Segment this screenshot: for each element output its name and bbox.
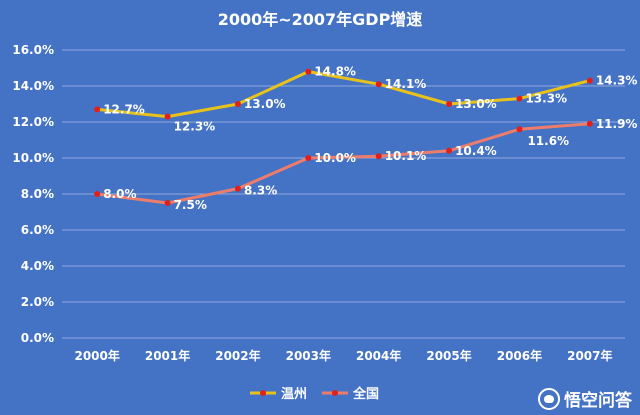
data-point [94, 191, 101, 197]
data-point [305, 155, 312, 161]
data-label: 8.3% [244, 184, 277, 198]
data-point [586, 120, 593, 127]
data-point [305, 68, 312, 75]
y-tick-label: 16.0% [12, 43, 54, 57]
data-label: 8.0% [103, 187, 136, 201]
data-label: 10.1% [385, 149, 427, 163]
x-tick-label: 2001年 [145, 348, 190, 363]
data-label: 13.0% [455, 97, 497, 111]
data-label: 12.7% [103, 102, 145, 116]
data-label: 11.9% [596, 117, 638, 131]
data-point [94, 106, 101, 113]
data-label: 12.3% [174, 120, 216, 134]
y-tick-label: 0.0% [21, 331, 54, 345]
data-point [234, 101, 241, 107]
data-point [234, 185, 241, 192]
watermark: 悟空问答 [538, 386, 632, 411]
y-tick-label: 4.0% [21, 259, 54, 273]
legend-marker [260, 390, 266, 396]
data-label: 14.8% [314, 65, 356, 79]
y-tick-label: 2.0% [21, 295, 54, 309]
y-tick-label: 14.0% [12, 79, 54, 93]
wukong-logo-icon [538, 387, 560, 410]
y-tick-label: 8.0% [21, 187, 54, 201]
data-point [446, 101, 453, 107]
data-point [586, 77, 593, 84]
series-line-1 [96, 122, 590, 205]
legend-label: 全国 [352, 386, 379, 402]
x-tick-label: 2005年 [426, 348, 471, 363]
data-label: 13.0% [244, 97, 286, 111]
x-tick-label: 2000年 [74, 348, 119, 363]
data-point [446, 147, 453, 154]
data-point [375, 153, 382, 160]
data-label: 14.1% [385, 77, 427, 91]
data-label: 14.3% [596, 74, 638, 88]
data-label: 13.3% [525, 92, 567, 106]
legend-label: 温州 [281, 387, 307, 402]
x-tick-label: 2006年 [497, 348, 542, 363]
y-tick-label: 10.0% [12, 151, 54, 165]
data-point [375, 81, 382, 88]
x-tick-label: 2004年 [356, 348, 401, 363]
chart-title: 2000年~2007年GDP增速 [218, 10, 423, 29]
series-line-0 [97, 70, 591, 119]
watermark-text: 悟空问答 [564, 391, 632, 411]
legend-marker [332, 390, 338, 396]
y-tick-label: 12.0% [12, 115, 54, 129]
y-tick-label: 6.0% [21, 223, 54, 237]
data-label: 7.5% [174, 198, 207, 212]
data-point [164, 200, 171, 206]
x-tick-label: 2002年 [215, 348, 260, 363]
data-label: 10.4% [455, 144, 497, 158]
data-point [516, 95, 523, 102]
x-tick-label: 2003年 [286, 348, 331, 363]
data-point [164, 113, 171, 120]
data-point [516, 126, 523, 133]
data-label: 11.6% [527, 134, 569, 148]
x-tick-label: 2007年 [567, 348, 612, 363]
data-label: 10.0% [314, 151, 356, 165]
